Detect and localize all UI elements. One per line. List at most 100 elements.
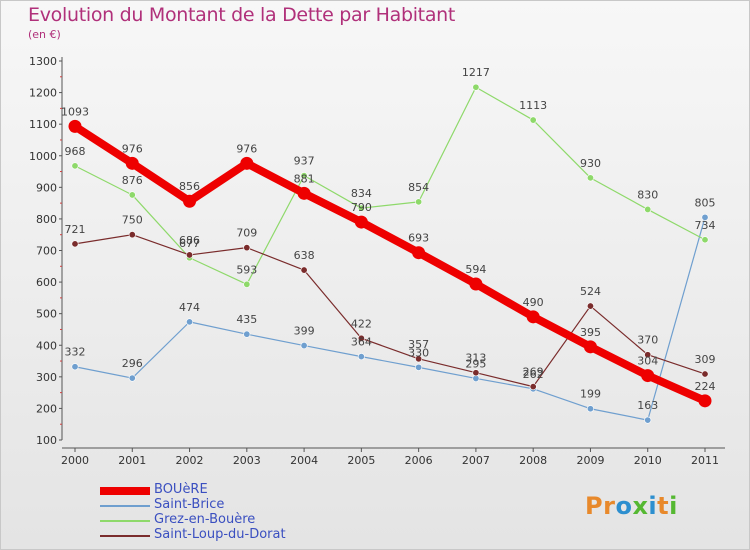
chart-unit-label: (en €) <box>28 28 61 41</box>
data-point-0 <box>354 215 368 229</box>
data-point-3 <box>472 369 480 377</box>
data-label: 199 <box>580 388 601 401</box>
x-tick-label: 2001 <box>118 454 146 467</box>
y-tick-label: 700 <box>36 245 57 258</box>
y-tick-label: 600 <box>36 276 57 289</box>
y-tick-label: 1300 <box>29 55 57 68</box>
logo-letter: P <box>585 492 604 520</box>
data-label: 594 <box>465 263 486 276</box>
x-tick-label: 2004 <box>290 454 318 467</box>
data-point-1 <box>71 363 79 371</box>
proxiti-logo: Proxiti <box>585 492 678 520</box>
data-point-1 <box>701 213 709 221</box>
data-label: 693 <box>408 232 429 245</box>
data-label: 224 <box>695 380 716 393</box>
data-label: 330 <box>408 346 429 359</box>
x-tick-label: 2002 <box>176 454 204 467</box>
data-point-2 <box>128 191 136 199</box>
legend-swatch <box>100 535 150 537</box>
data-point-0 <box>125 156 139 170</box>
y-tick-label: 200 <box>36 402 57 415</box>
data-point-2 <box>586 174 594 182</box>
data-label: 163 <box>637 399 658 412</box>
data-point-1 <box>415 363 423 371</box>
y-tick-label: 300 <box>36 371 57 384</box>
data-point-2 <box>300 172 308 180</box>
data-point-1 <box>357 353 365 361</box>
legend-label: Grez-en-Bouère <box>154 512 256 527</box>
data-point-3 <box>701 370 709 378</box>
x-tick-label: 2000 <box>61 454 89 467</box>
logo-letter: t <box>657 492 670 520</box>
data-label: 968 <box>65 145 86 158</box>
data-point-2 <box>529 116 537 124</box>
data-label: 937 <box>294 155 315 168</box>
x-tick-label: 2008 <box>519 454 547 467</box>
x-tick-label: 2006 <box>405 454 433 467</box>
data-label: 1093 <box>61 105 89 118</box>
data-label: 262 <box>523 368 544 381</box>
data-point-0 <box>641 369 655 383</box>
data-label: 364 <box>351 336 372 349</box>
data-label: 677 <box>179 237 200 250</box>
data-point-0 <box>583 340 597 354</box>
data-point-2 <box>644 205 652 213</box>
data-point-0 <box>68 119 82 133</box>
y-tick-label: 100 <box>36 434 57 447</box>
data-label: 435 <box>236 313 257 326</box>
data-label: 1217 <box>462 66 490 79</box>
data-point-2 <box>357 204 365 212</box>
data-point-3 <box>300 266 308 274</box>
series-line-3 <box>74 234 706 388</box>
logo-letter: i <box>648 492 658 520</box>
data-point-0 <box>183 194 197 208</box>
logo-letter: x <box>632 492 649 520</box>
data-label: 395 <box>580 326 601 339</box>
data-label: 854 <box>408 181 429 194</box>
x-tick-label: 2011 <box>691 454 719 467</box>
legend-label: Saint-Brice <box>154 497 225 512</box>
data-point-2 <box>243 280 251 288</box>
data-point-2 <box>415 198 423 206</box>
y-tick-label: 500 <box>36 308 57 321</box>
data-point-3 <box>186 251 194 259</box>
data-point-3 <box>415 355 423 363</box>
data-label: 490 <box>523 296 544 309</box>
data-point-3 <box>586 302 594 310</box>
y-tick-label: 400 <box>36 339 57 352</box>
x-tick-label: 2003 <box>233 454 261 467</box>
series-line-2 <box>74 86 706 285</box>
data-label: 399 <box>294 325 315 338</box>
series-line-0 <box>71 122 709 405</box>
data-point-0 <box>412 246 426 260</box>
data-point-1 <box>586 405 594 413</box>
data-point-3 <box>71 240 79 248</box>
legend-swatch <box>100 487 150 495</box>
data-label: 309 <box>695 353 716 366</box>
chart-title: Evolution du Montant de la Dette par Hab… <box>28 4 456 26</box>
data-label: 976 <box>122 142 143 155</box>
logo-letter: r <box>603 492 616 520</box>
data-label: 830 <box>637 188 658 201</box>
data-label: 370 <box>637 334 658 347</box>
y-tick-label: 1100 <box>29 118 57 131</box>
data-point-1 <box>128 374 136 382</box>
data-label: 332 <box>65 346 86 359</box>
data-label: 709 <box>236 227 257 240</box>
data-point-1 <box>644 416 652 424</box>
data-point-0 <box>526 310 540 324</box>
data-point-0 <box>297 186 311 200</box>
data-label: 976 <box>236 142 257 155</box>
data-label: 296 <box>122 357 143 370</box>
data-label: 593 <box>236 263 257 276</box>
data-label: 856 <box>179 180 200 193</box>
y-tick-label: 800 <box>36 213 57 226</box>
data-label: 638 <box>294 249 315 262</box>
legend-swatch <box>100 505 150 507</box>
data-point-1 <box>243 330 251 338</box>
x-tick-label: 2005 <box>347 454 375 467</box>
data-label: 750 <box>122 214 143 227</box>
data-label: 357 <box>408 338 429 351</box>
data-point-3 <box>529 383 537 391</box>
